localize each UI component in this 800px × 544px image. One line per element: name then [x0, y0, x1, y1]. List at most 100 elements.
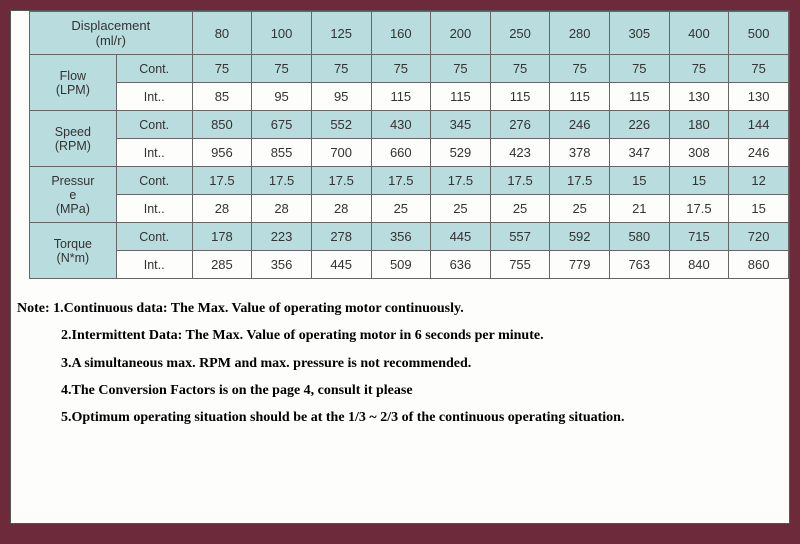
cell-3-0-6: 592 [550, 223, 610, 251]
header-disp-2: 125 [311, 12, 371, 55]
cell-2-0-5: 17.5 [490, 167, 550, 195]
cell-2-0-1: 17.5 [252, 167, 312, 195]
note-4: 4.The Conversion Factors is on the page … [17, 377, 783, 404]
cell-0-1-0: 85 [192, 83, 252, 111]
cell-3-1-1: 356 [252, 251, 312, 279]
cell-3-0-0: 178 [192, 223, 252, 251]
cell-2-1-9: 15 [729, 195, 789, 223]
cell-0-1-4: 115 [431, 83, 491, 111]
cell-0-1-8: 130 [669, 83, 729, 111]
cell-1-1-7: 347 [610, 139, 670, 167]
cell-3-0-7: 580 [610, 223, 670, 251]
header-disp-7: 305 [610, 12, 670, 55]
cell-3-0-8: 715 [669, 223, 729, 251]
cell-3-1-3: 509 [371, 251, 431, 279]
cell-3-1-9: 860 [729, 251, 789, 279]
cell-0-0-2: 75 [311, 55, 371, 83]
cell-3-1-2: 445 [311, 251, 371, 279]
param-1: Speed(RPM) [30, 111, 117, 167]
sub-3-1: Int.. [116, 251, 192, 279]
cell-2-1-1: 28 [252, 195, 312, 223]
header-disp-0: 80 [192, 12, 252, 55]
cell-3-0-1: 223 [252, 223, 312, 251]
cell-2-1-5: 25 [490, 195, 550, 223]
cell-0-0-3: 75 [371, 55, 431, 83]
header-disp-8: 400 [669, 12, 729, 55]
cell-1-0-2: 552 [311, 111, 371, 139]
page-frame: Displacement(ml/r)8010012516020025028030… [10, 10, 790, 524]
cell-3-0-9: 720 [729, 223, 789, 251]
cell-3-1-6: 779 [550, 251, 610, 279]
cell-3-1-8: 840 [669, 251, 729, 279]
cell-1-1-1: 855 [252, 139, 312, 167]
cell-0-0-8: 75 [669, 55, 729, 83]
cell-2-1-6: 25 [550, 195, 610, 223]
cell-0-0-5: 75 [490, 55, 550, 83]
cell-1-0-1: 675 [252, 111, 312, 139]
header-displacement: Displacement(ml/r) [30, 12, 193, 55]
cell-2-1-0: 28 [192, 195, 252, 223]
cell-3-1-7: 763 [610, 251, 670, 279]
cell-0-1-3: 115 [371, 83, 431, 111]
note-3: 3.A simultaneous max. RPM and max. press… [17, 350, 783, 377]
note-5: 5.Optimum operating situation should be … [17, 404, 783, 431]
notes-block: Note: 1.Continuous data: The Max. Value … [17, 295, 783, 431]
sub-2-0: Cont. [116, 167, 192, 195]
header-disp-9: 500 [729, 12, 789, 55]
cell-0-1-2: 95 [311, 83, 371, 111]
param-3: Torque(N*m) [30, 223, 117, 279]
cell-0-1-1: 95 [252, 83, 312, 111]
cell-1-0-3: 430 [371, 111, 431, 139]
cell-0-0-7: 75 [610, 55, 670, 83]
cell-2-0-7: 15 [610, 167, 670, 195]
cell-2-0-6: 17.5 [550, 167, 610, 195]
header-disp-5: 250 [490, 12, 550, 55]
cell-0-1-5: 115 [490, 83, 550, 111]
cell-2-1-8: 17.5 [669, 195, 729, 223]
cell-3-0-4: 445 [431, 223, 491, 251]
header-disp-6: 280 [550, 12, 610, 55]
sub-0-1: Int.. [116, 83, 192, 111]
cell-3-0-2: 278 [311, 223, 371, 251]
cell-1-0-9: 144 [729, 111, 789, 139]
sub-1-0: Cont. [116, 111, 192, 139]
cell-0-0-4: 75 [431, 55, 491, 83]
sub-0-0: Cont. [116, 55, 192, 83]
cell-2-1-7: 21 [610, 195, 670, 223]
spec-table: Displacement(ml/r)8010012516020025028030… [29, 11, 789, 279]
param-2: Pressure(MPa) [30, 167, 117, 223]
cell-1-1-6: 378 [550, 139, 610, 167]
cell-3-1-0: 285 [192, 251, 252, 279]
sub-3-0: Cont. [116, 223, 192, 251]
cell-0-1-7: 115 [610, 83, 670, 111]
sub-1-1: Int.. [116, 139, 192, 167]
cell-0-0-0: 75 [192, 55, 252, 83]
cell-1-1-4: 529 [431, 139, 491, 167]
cell-3-1-4: 636 [431, 251, 491, 279]
cell-2-0-9: 12 [729, 167, 789, 195]
cell-2-0-2: 17.5 [311, 167, 371, 195]
cell-0-0-9: 75 [729, 55, 789, 83]
cell-1-1-3: 660 [371, 139, 431, 167]
param-0: Flow(LPM) [30, 55, 117, 111]
cell-2-0-3: 17.5 [371, 167, 431, 195]
cell-1-0-7: 226 [610, 111, 670, 139]
cell-1-0-6: 246 [550, 111, 610, 139]
cell-3-0-5: 557 [490, 223, 550, 251]
cell-3-1-5: 755 [490, 251, 550, 279]
note-2: 2.Intermittent Data: The Max. Value of o… [17, 322, 783, 349]
cell-1-1-5: 423 [490, 139, 550, 167]
cell-2-0-8: 15 [669, 167, 729, 195]
note-1: Note: 1.Continuous data: The Max. Value … [17, 301, 464, 316]
cell-1-1-2: 700 [311, 139, 371, 167]
cell-1-0-4: 345 [431, 111, 491, 139]
sub-2-1: Int.. [116, 195, 192, 223]
cell-3-0-3: 356 [371, 223, 431, 251]
cell-1-1-9: 246 [729, 139, 789, 167]
cell-1-1-8: 308 [669, 139, 729, 167]
cell-2-1-4: 25 [431, 195, 491, 223]
header-disp-4: 200 [431, 12, 491, 55]
cell-0-1-6: 115 [550, 83, 610, 111]
cell-1-0-5: 276 [490, 111, 550, 139]
cell-1-0-8: 180 [669, 111, 729, 139]
